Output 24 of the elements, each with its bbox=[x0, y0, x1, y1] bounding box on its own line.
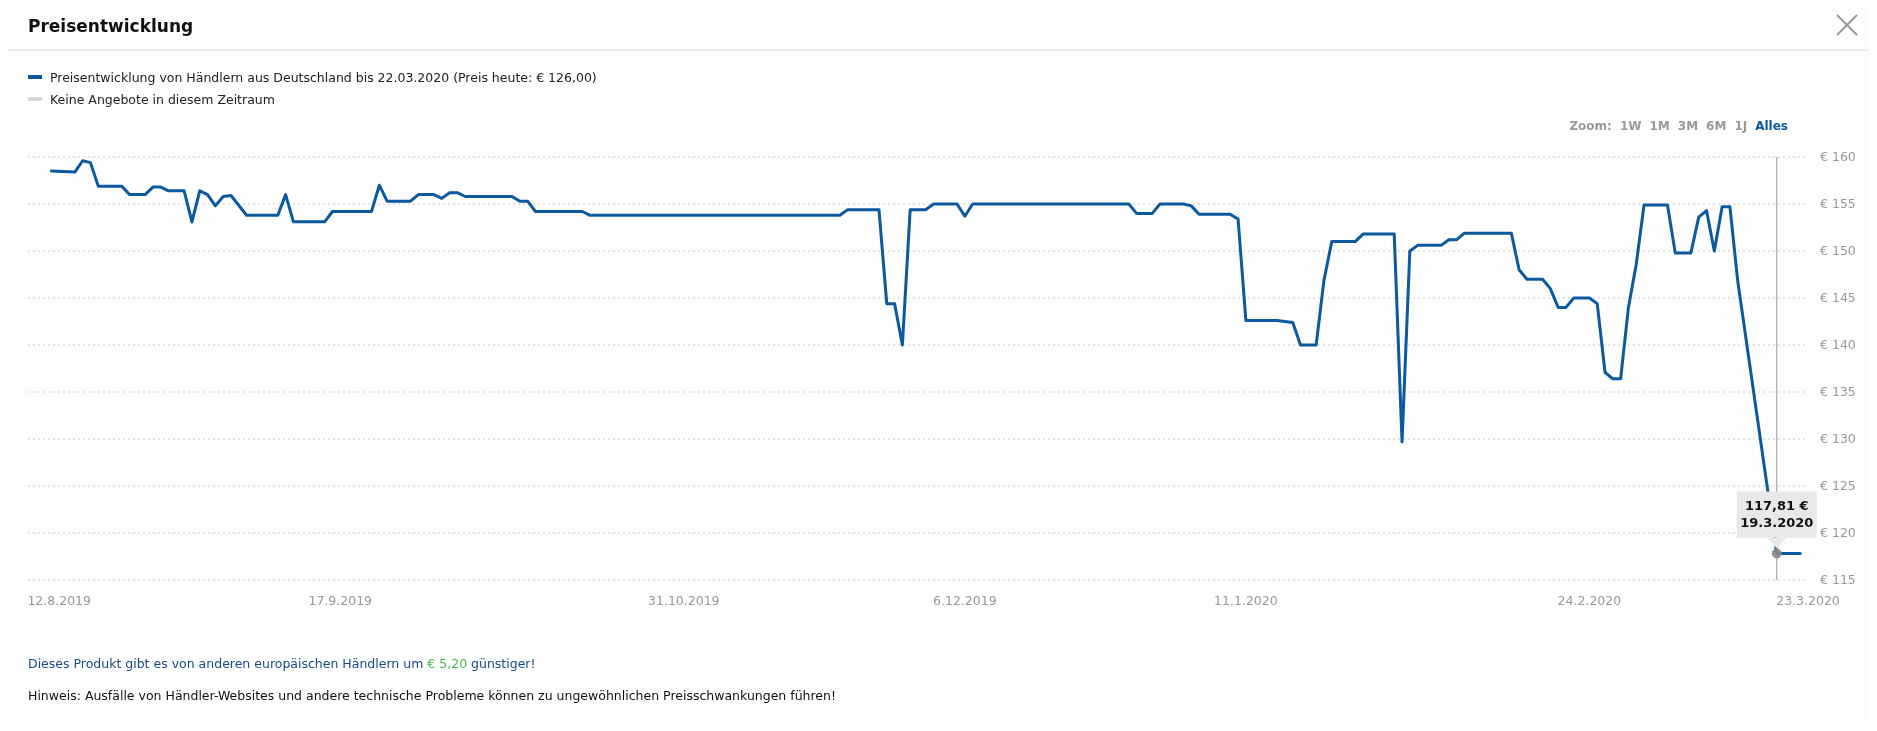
legend-label: Preisentwicklung von Händlern aus Deutschland bis 22.03.2020 (Preis heute: € 126,00) bbox=[50, 70, 597, 86]
chart-title: Preisentwicklung bbox=[28, 16, 194, 36]
text: Hinweis: Ausfälle von Händler-Websites und andere technische Probleme können zu ungewöhnlichen Preisschwankungen führen! bbox=[28, 688, 836, 703]
x-tick-label: 6.12.2019 bbox=[933, 593, 997, 608]
x-tick-label: 24.2.2020 bbox=[1557, 593, 1622, 608]
y-tick-label: € 120 bbox=[1820, 525, 1856, 541]
annotation: 117,81 € 19.3.2020 bbox=[1740, 497, 1814, 530]
y-tick-label: € 135 bbox=[1820, 384, 1856, 400]
x-tick-label: 12.8.2019 bbox=[27, 593, 92, 608]
text: Dieses Produkt gibt es von anderen europäischen Händlern um € 5,20 günstiger! bbox=[28, 656, 536, 671]
y-tick-label: € 145 bbox=[1820, 290, 1856, 306]
y-tick-label: € 130 bbox=[1820, 431, 1856, 447]
x-tick-label: 31.10.2019 bbox=[648, 593, 720, 608]
y-tick-label: € 155 bbox=[1820, 196, 1856, 212]
x-tick-label: 17.9.2019 bbox=[308, 593, 373, 608]
y-tick-label: € 140 bbox=[1820, 337, 1856, 353]
y-tick-label: € 115 bbox=[1820, 572, 1856, 588]
x-tick-label: 11.1.2020 bbox=[1214, 593, 1278, 608]
x-tick-label: 23.3.2020 bbox=[1776, 593, 1840, 608]
y-tick-label: € 160 bbox=[1820, 149, 1856, 165]
legend-label: Keine Angebote in diesem Zeitraum bbox=[50, 92, 275, 108]
y-tick-label: € 150 bbox=[1820, 243, 1856, 259]
y-tick-label: € 125 bbox=[1820, 478, 1856, 494]
text: Zoom: 1W 1M 3M 6M 1J Alles bbox=[1569, 119, 1788, 133]
